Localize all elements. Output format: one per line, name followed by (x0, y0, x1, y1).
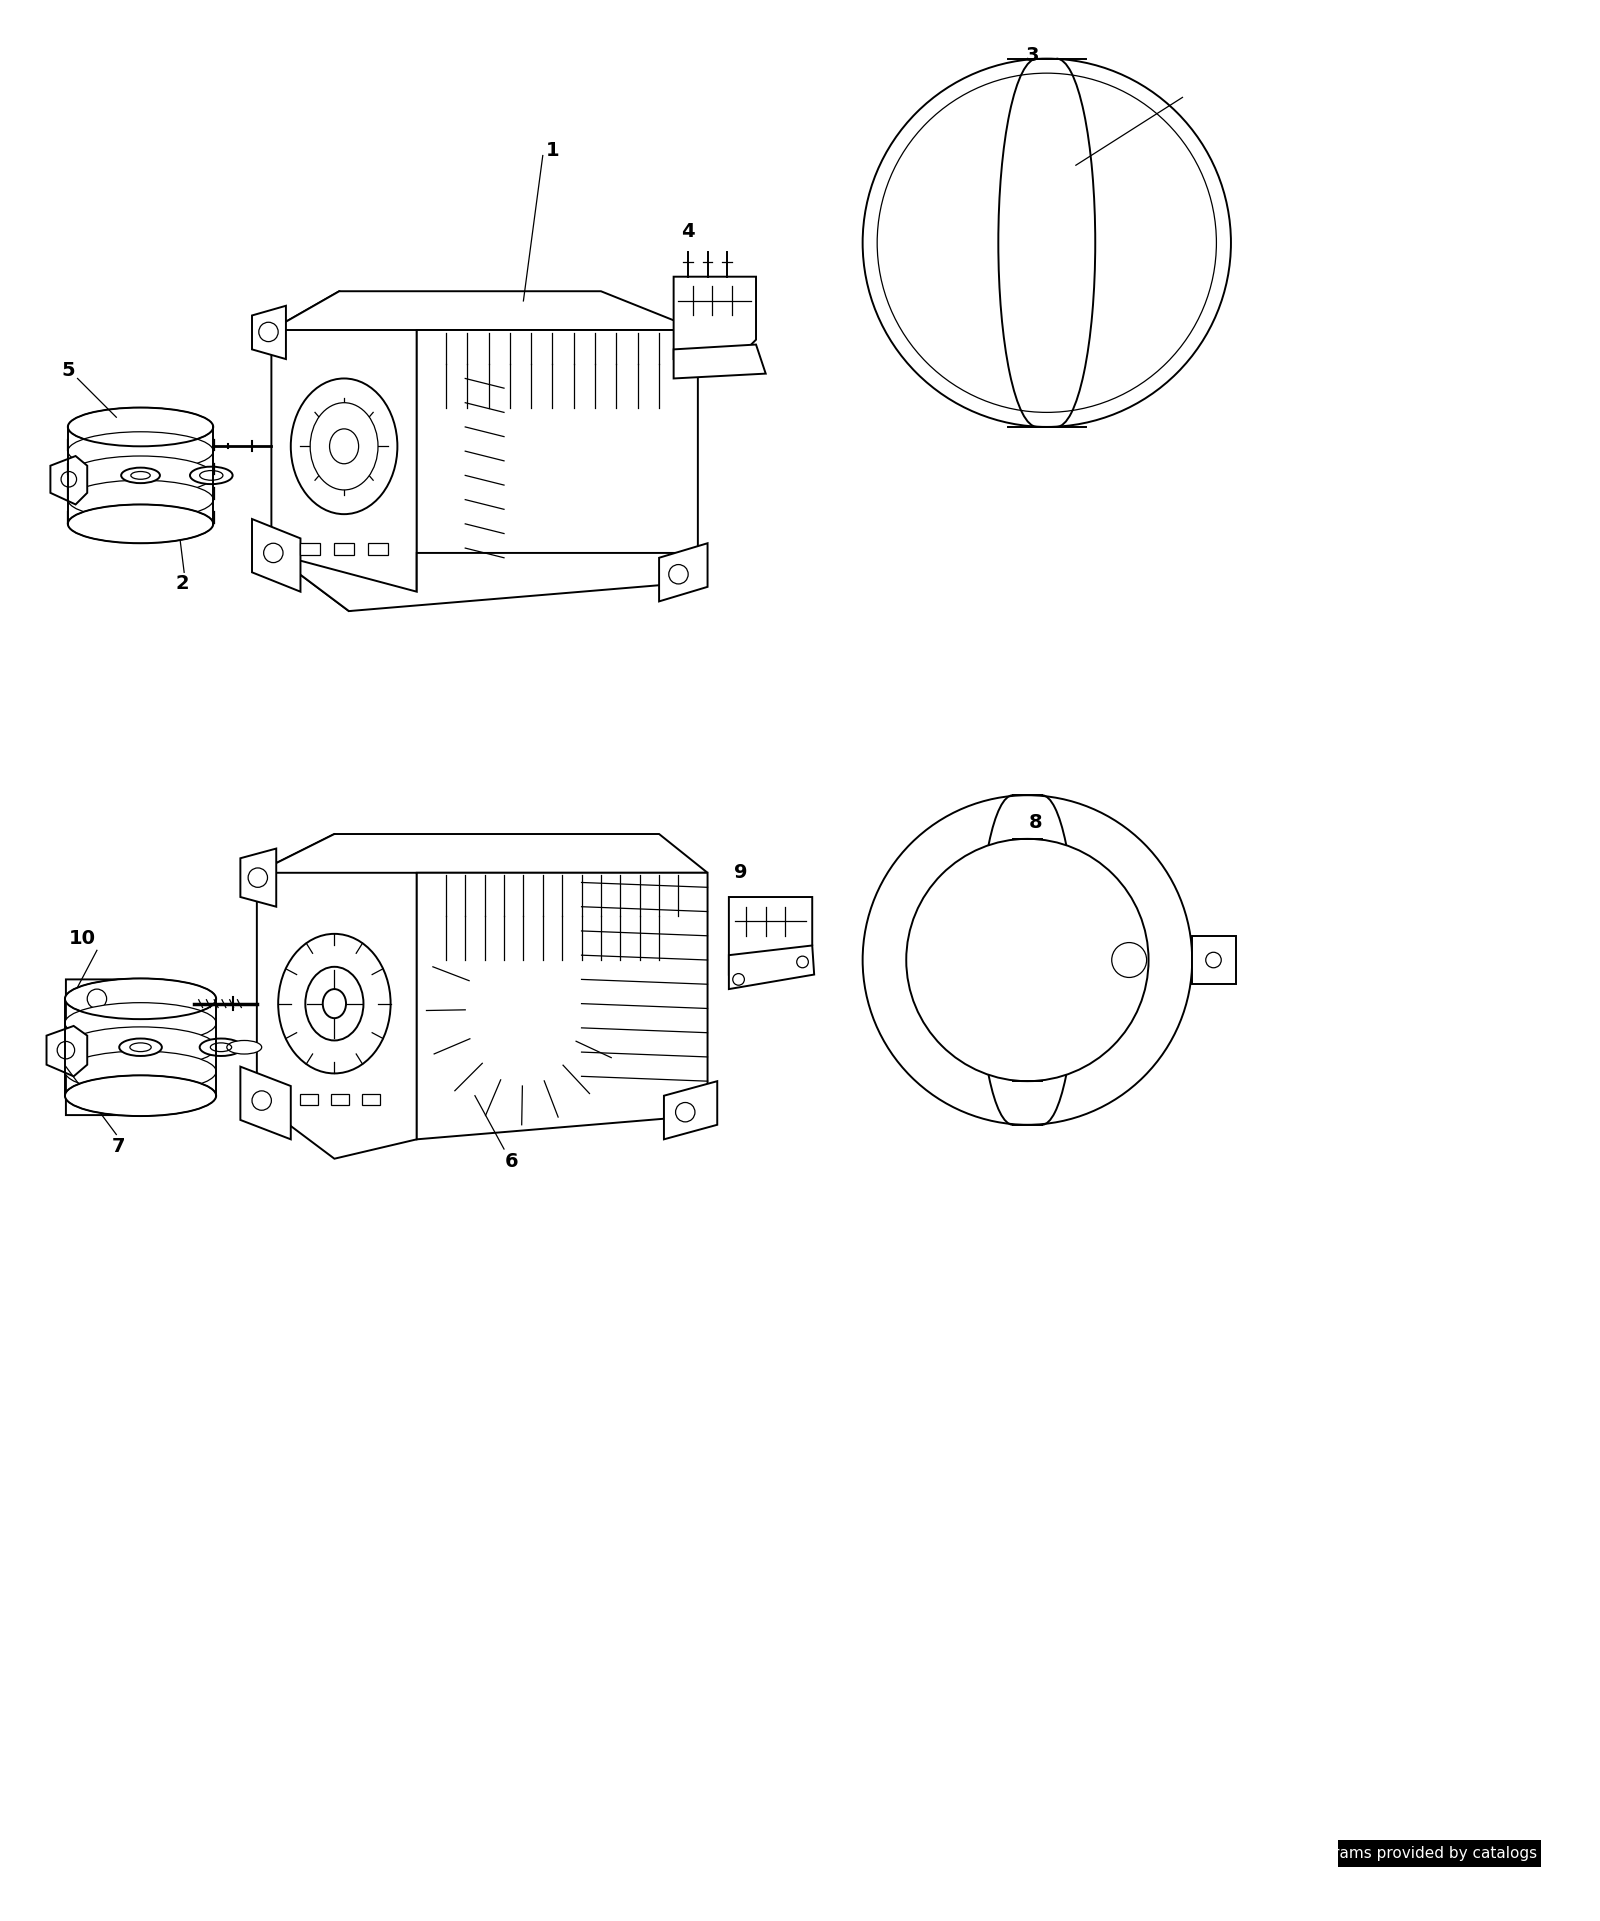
Bar (334, 544, 354, 555)
Text: 9: 9 (734, 863, 747, 882)
Ellipse shape (190, 467, 232, 484)
Polygon shape (66, 980, 189, 1114)
Polygon shape (240, 1066, 291, 1139)
Polygon shape (258, 834, 416, 1158)
Ellipse shape (120, 1039, 162, 1057)
Text: 5: 5 (61, 361, 75, 380)
Polygon shape (659, 544, 707, 601)
Ellipse shape (330, 428, 358, 463)
Bar (363, 1093, 379, 1105)
Polygon shape (51, 455, 88, 505)
Text: Diagrams provided by catalogs parts: Diagrams provided by catalogs parts (1298, 1846, 1581, 1861)
Polygon shape (674, 344, 766, 378)
Bar (301, 1093, 318, 1105)
Ellipse shape (323, 989, 346, 1018)
Ellipse shape (122, 467, 160, 484)
Text: 1: 1 (546, 140, 560, 159)
Ellipse shape (66, 1028, 216, 1068)
Circle shape (88, 1085, 107, 1105)
Ellipse shape (66, 1076, 216, 1116)
Bar (368, 544, 387, 555)
Polygon shape (253, 519, 301, 592)
Ellipse shape (66, 1003, 216, 1043)
Ellipse shape (200, 1039, 242, 1057)
Polygon shape (674, 277, 757, 359)
Polygon shape (272, 292, 416, 611)
Ellipse shape (67, 480, 213, 519)
Bar (301, 544, 320, 555)
Text: 2: 2 (176, 574, 189, 594)
Ellipse shape (67, 407, 213, 446)
Polygon shape (258, 834, 707, 872)
Ellipse shape (278, 934, 390, 1074)
Ellipse shape (67, 432, 213, 471)
Polygon shape (730, 945, 814, 989)
Circle shape (862, 795, 1192, 1126)
Polygon shape (240, 849, 277, 907)
Text: 8: 8 (1029, 813, 1042, 832)
Circle shape (862, 60, 1230, 426)
Polygon shape (416, 872, 707, 1139)
Circle shape (88, 989, 107, 1009)
Polygon shape (664, 1082, 717, 1139)
Polygon shape (272, 553, 698, 611)
Ellipse shape (227, 1041, 262, 1055)
Bar (331, 1093, 349, 1105)
Text: 7: 7 (112, 1137, 125, 1156)
Text: 6: 6 (506, 1153, 518, 1172)
Ellipse shape (67, 505, 213, 544)
Polygon shape (1192, 936, 1235, 984)
Text: 3: 3 (1026, 46, 1038, 65)
Bar (1338, 1840, 1541, 1867)
Ellipse shape (310, 403, 378, 490)
Polygon shape (416, 330, 698, 592)
Text: 4: 4 (682, 221, 694, 240)
Ellipse shape (67, 455, 213, 496)
Ellipse shape (66, 978, 216, 1020)
Polygon shape (253, 305, 286, 359)
Ellipse shape (291, 378, 397, 515)
Ellipse shape (66, 1051, 216, 1091)
Ellipse shape (306, 966, 363, 1041)
Polygon shape (272, 292, 698, 330)
Circle shape (906, 839, 1149, 1082)
Text: 10: 10 (69, 930, 96, 949)
Polygon shape (46, 1026, 88, 1076)
Polygon shape (730, 897, 813, 974)
